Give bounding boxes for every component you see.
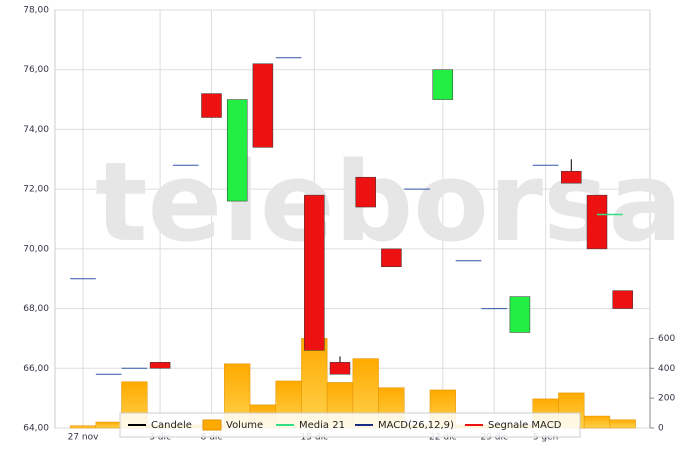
candle-body <box>304 194 325 351</box>
candle-body <box>586 194 608 250</box>
y2-tick-label: 0 <box>658 424 664 434</box>
y-tick-label: 72,00 <box>23 185 49 195</box>
legend-label: Segnale MACD <box>488 420 562 431</box>
volume-bar <box>69 425 97 429</box>
candle-body <box>226 99 248 202</box>
y-tick-label: 66,00 <box>23 364 49 374</box>
x-tick-label: 27 nov <box>68 433 100 443</box>
watermark: teleborsa <box>95 138 683 266</box>
legend-box <box>119 412 581 438</box>
plot-area <box>54 9 651 429</box>
y2-tick-label: 600 <box>658 334 675 344</box>
y-tick-label: 78,00 <box>23 6 49 16</box>
candle-body <box>509 296 531 333</box>
candle-body <box>329 362 351 375</box>
candle-body <box>612 290 633 309</box>
y-tick-label: 74,00 <box>23 125 49 135</box>
volume-bar <box>583 415 611 429</box>
candle-body <box>381 248 402 268</box>
y2-tick-label: 200 <box>658 394 675 404</box>
candle-body <box>201 93 222 118</box>
y2-tick-label: 400 <box>658 364 675 374</box>
y-tick-label: 68,00 <box>23 304 49 314</box>
candle-body <box>149 362 171 369</box>
candle-body <box>355 176 376 208</box>
legend-swatch <box>202 419 222 431</box>
legend-label: Candele <box>151 420 192 431</box>
volume-bar <box>609 419 636 429</box>
y-tick-label: 70,00 <box>23 244 49 254</box>
volume-bar <box>95 421 122 429</box>
candle-body <box>252 63 274 148</box>
y-tick-label: 76,00 <box>23 65 49 75</box>
legend-label: MACD(26,12,9) <box>378 420 454 431</box>
legend: Candele Volume Media 21 MACD(26,12,9) Segnal… <box>119 412 581 438</box>
legend-label: Media 21 <box>299 420 345 431</box>
candle-body <box>561 170 582 184</box>
legend-label: Volume <box>226 420 263 431</box>
candle-body <box>432 69 454 100</box>
y-tick-label: 64,00 <box>23 424 49 434</box>
